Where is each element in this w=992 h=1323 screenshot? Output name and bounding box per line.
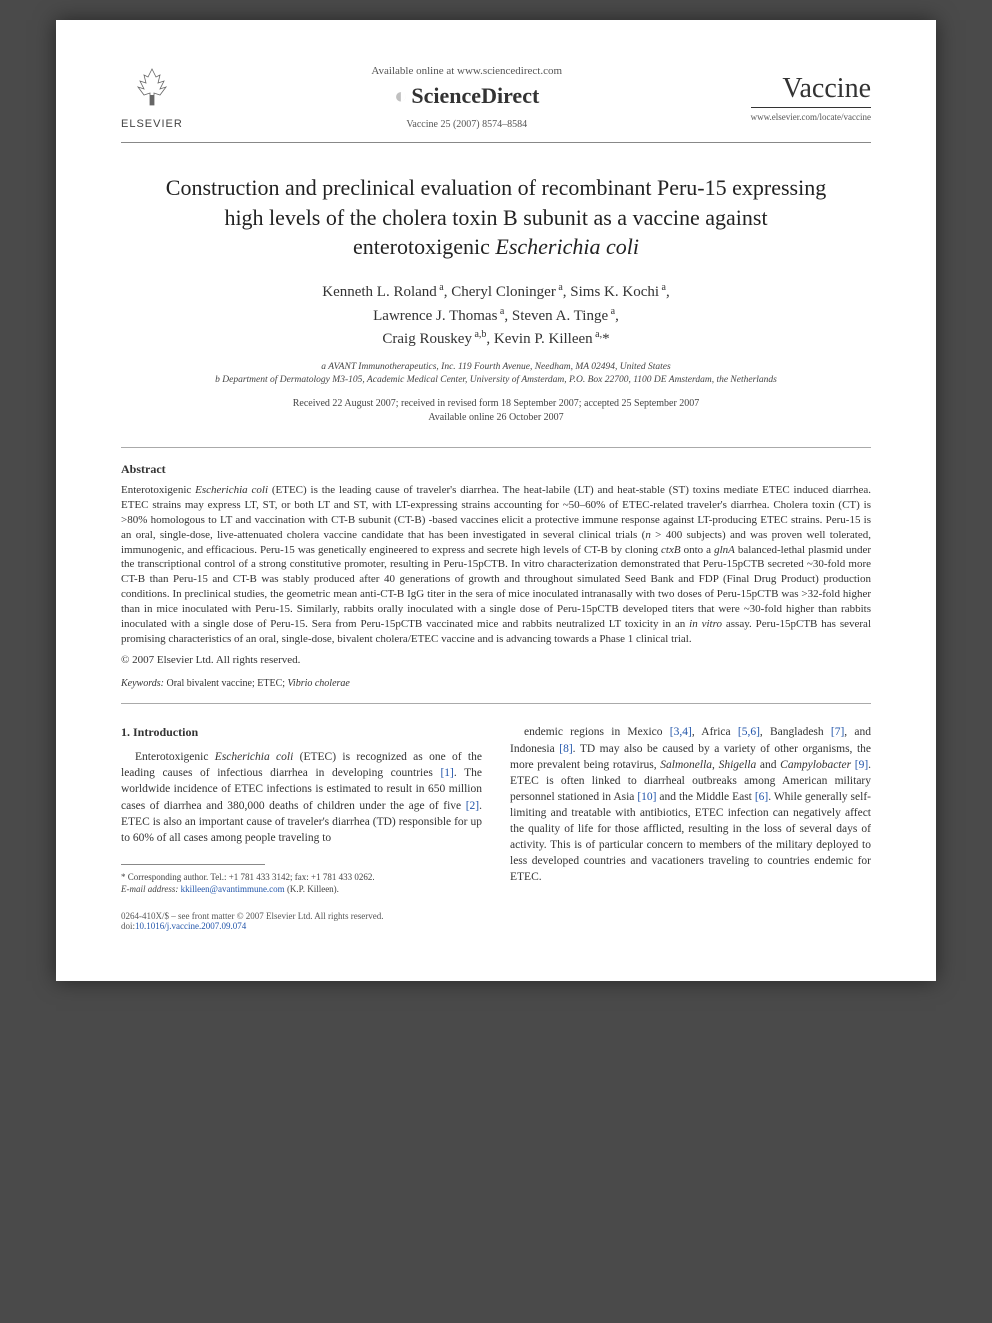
divider-top (121, 447, 871, 448)
col1-paragraph: Enterotoxigenic Escherichia coli (ETEC) … (121, 749, 482, 846)
email-address[interactable]: kkilleen@avantimmune.com (181, 884, 285, 894)
journal-url: www.elsevier.com/locate/vaccine (751, 112, 871, 122)
doi-line: doi:10.1016/j.vaccine.2007.09.074 (121, 921, 384, 931)
citation-line: Vaccine 25 (2007) 8574–8584 (183, 119, 751, 130)
publisher-name: ELSEVIER (121, 118, 183, 130)
sciencedirect-logo: ◐ ScienceDirect (183, 83, 751, 109)
divider-bottom (121, 703, 871, 704)
affiliation-a: a AVANT Immunotherapeutics, Inc. 119 Fou… (121, 361, 871, 374)
footer-left: 0264-410X/$ – see front matter © 2007 El… (121, 911, 384, 931)
journal-logo-block: Vaccine www.elsevier.com/locate/vaccine (751, 73, 871, 122)
section-1-heading: 1. Introduction (121, 724, 482, 741)
header-row: ELSEVIER Available online at www.science… (121, 65, 871, 143)
abstract-text: Enterotoxigenic Escherichia coli (ETEC) … (121, 483, 871, 646)
column-left: 1. Introduction Enterotoxigenic Escheric… (121, 724, 482, 895)
dates-block: Received 22 August 2007; received in rev… (121, 397, 871, 425)
affiliation-b: b Department of Dermatology M3-105, Acad… (121, 374, 871, 387)
sciencedirect-icon: ◐ (394, 83, 407, 109)
front-matter: 0264-410X/$ – see front matter © 2007 El… (121, 911, 384, 921)
journal-title: Vaccine (751, 73, 871, 108)
available-line: Available online 26 October 2007 (121, 411, 871, 425)
abstract-heading: Abstract (121, 462, 871, 477)
page-container: ELSEVIER Available online at www.science… (56, 20, 936, 981)
email-name: (K.P. Killeen). (287, 884, 339, 894)
footnote-block: * Corresponding author. Tel.: +1 781 433… (121, 871, 482, 895)
received-line: Received 22 August 2007; received in rev… (121, 397, 871, 411)
col2-paragraph: endemic regions in Mexico [3,4], Africa … (510, 724, 871, 885)
email-line: E-mail address: kkilleen@avantimmune.com… (121, 883, 482, 895)
authors-block: Kenneth L. Roland a, Cheryl Cloninger a,… (121, 280, 871, 351)
elsevier-tree-icon (130, 65, 174, 116)
available-online-text: Available online at www.sciencedirect.co… (183, 65, 751, 77)
keywords-label: Keywords: (121, 678, 164, 689)
column-right: endemic regions in Mexico [3,4], Africa … (510, 724, 871, 895)
keywords-line: Keywords: Oral bivalent vaccine; ETEC; V… (121, 678, 871, 689)
keywords-text: Oral bivalent vaccine; ETEC; Vibrio chol… (166, 678, 349, 689)
corresponding-author: * Corresponding author. Tel.: +1 781 433… (121, 871, 482, 883)
footnote-divider (121, 864, 265, 865)
email-label: E-mail address: (121, 884, 178, 894)
footer-row: 0264-410X/$ – see front matter © 2007 El… (121, 911, 871, 931)
affiliations: a AVANT Immunotherapeutics, Inc. 119 Fou… (121, 361, 871, 388)
body-columns: 1. Introduction Enterotoxigenic Escheric… (121, 724, 871, 895)
sciencedirect-text: ScienceDirect (411, 83, 539, 109)
header-center: Available online at www.sciencedirect.co… (183, 65, 751, 130)
elsevier-logo: ELSEVIER (121, 65, 183, 130)
copyright-line: © 2007 Elsevier Ltd. All rights reserved… (121, 654, 871, 666)
article-title: Construction and preclinical evaluation … (161, 173, 831, 262)
title-line: Construction and preclinical evaluation … (166, 175, 826, 259)
doi-link[interactable]: 10.1016/j.vaccine.2007.09.074 (135, 921, 246, 931)
